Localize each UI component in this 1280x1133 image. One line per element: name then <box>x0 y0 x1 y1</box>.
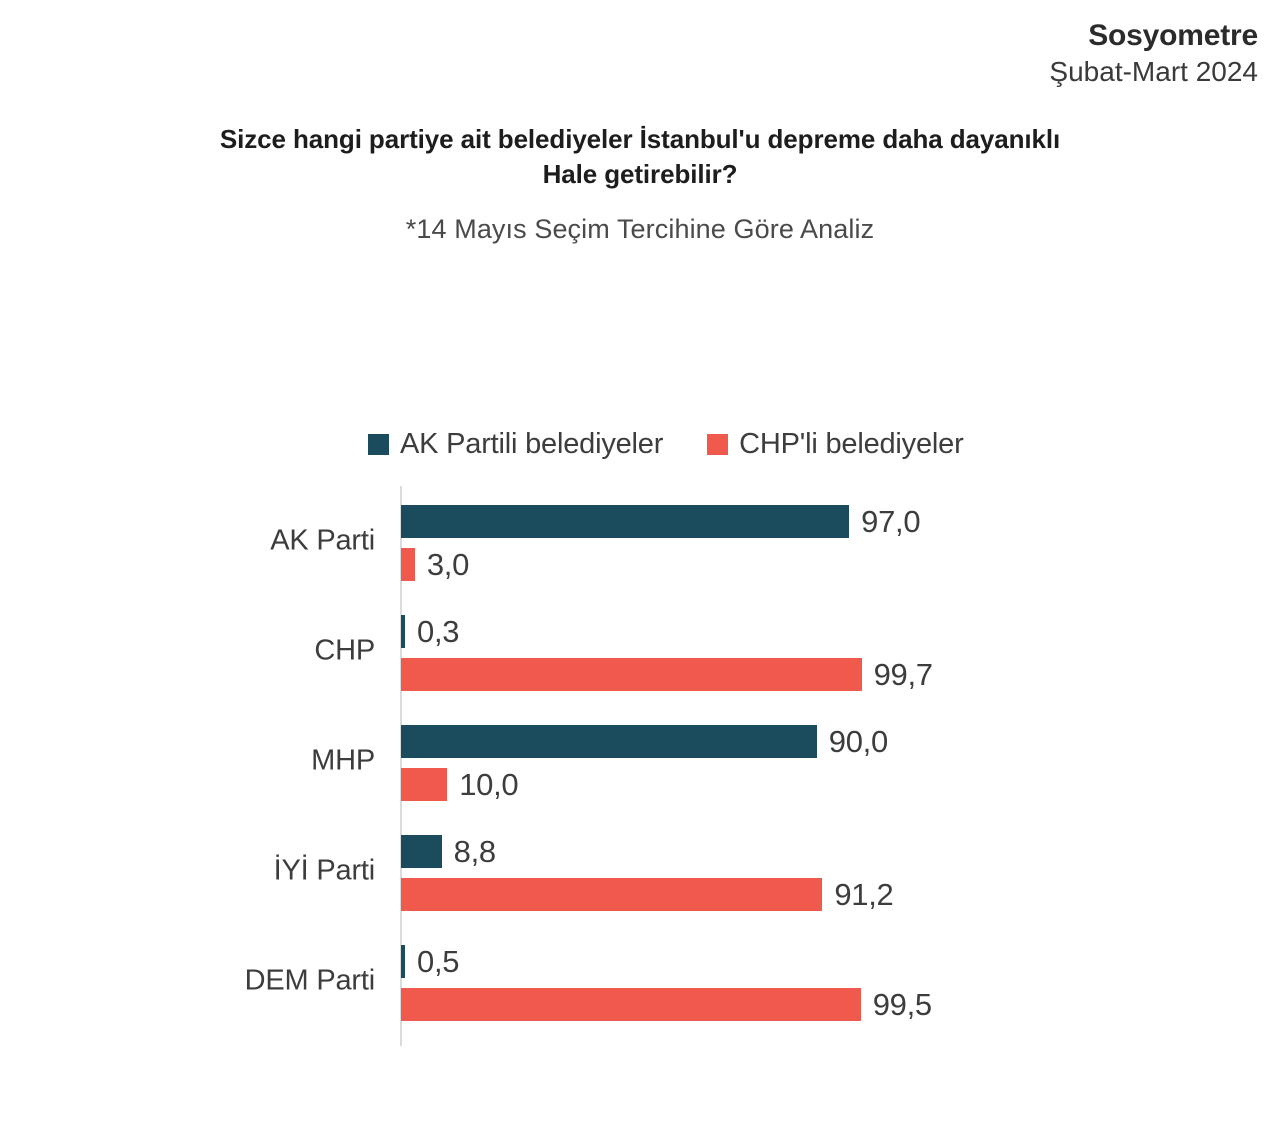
bar-row: 8,8 <box>401 833 497 869</box>
bar-row: 0,3 <box>401 613 460 649</box>
bar-ak[interactable] <box>401 505 850 538</box>
chart-group: AK Parti 97,0 3,0 <box>0 486 1280 596</box>
bar-chp[interactable] <box>401 988 861 1021</box>
legend-swatch-icon-ak <box>368 434 389 455</box>
bar-row: 99,5 <box>401 986 932 1022</box>
page-title: Sizce hangi partiye ait belediyeler İsta… <box>0 122 1280 192</box>
bar-value-label: 0,3 <box>417 613 460 649</box>
bar-value-label: 99,7 <box>873 656 933 692</box>
category-label: CHP <box>314 634 375 667</box>
bar-value-label: 3,0 <box>426 546 470 582</box>
bar-value-label: 97,0 <box>861 503 921 539</box>
chart-axis-line <box>400 486 402 1046</box>
chart-rows: AK Parti 97,0 3,0 CHP 0,3 99,7 MHP 90,0 10,0 İYİ … <box>0 486 1280 1036</box>
chart-group: CHP 0,3 99,7 <box>0 596 1280 706</box>
chart-legend: AK Partili belediyeler CHP'li belediyele… <box>368 428 964 461</box>
category-label: AK Parti <box>270 524 375 557</box>
bar-row: 97,0 <box>401 503 921 539</box>
bar-value-label: 8,8 <box>453 833 497 869</box>
page-subtitle: *14 Mayıs Seçim Tercihine Göre Analiz <box>405 214 875 244</box>
brand-block: Sosyometre Şubat-Mart 2024 <box>1049 18 1258 88</box>
bar-row: 3,0 <box>401 546 470 582</box>
chart-group: İYİ Parti 8,8 91,2 <box>0 816 1280 926</box>
bar-value-label: 0,5 <box>417 943 460 979</box>
bar-row: 99,7 <box>401 656 933 692</box>
bar-ak[interactable] <box>401 835 442 868</box>
bar-row: 91,2 <box>401 876 894 912</box>
legend-item-ak[interactable]: AK Partili belediyeler <box>368 428 663 461</box>
bar-value-label: 90,0 <box>828 723 888 759</box>
bar-chart: AK Parti 97,0 3,0 CHP 0,3 99,7 MHP 90,0 10,0 İYİ … <box>0 486 1280 1046</box>
bar-value-label: 99,5 <box>872 986 932 1022</box>
page-title-line-2: Hale getirebilir? <box>542 158 738 189</box>
legend-label-ak: AK Partili belediyeler <box>400 428 664 460</box>
brand-period: Şubat-Mart 2024 <box>1049 56 1258 88</box>
bar-chp[interactable] <box>401 768 448 801</box>
bar-ak[interactable] <box>401 945 405 978</box>
bar-chp[interactable] <box>401 548 415 581</box>
page-title-line-1: Sizce hangi partiye ait belediyeler İsta… <box>219 124 1061 154</box>
bar-row: 90,0 <box>401 723 888 759</box>
chart-group: DEM Parti 0,5 99,5 <box>0 926 1280 1036</box>
bar-ak[interactable] <box>401 615 405 648</box>
brand-name: Sosyometre <box>1088 19 1258 52</box>
legend-swatch-icon-chp <box>707 434 729 455</box>
chart-group: MHP 90,0 10,0 <box>0 706 1280 816</box>
bar-row: 0,5 <box>401 943 460 979</box>
category-label: DEM Parti <box>244 964 376 997</box>
legend-label-chp: CHP'li belediyeler <box>739 428 964 460</box>
bar-row: 10,0 <box>401 766 519 802</box>
bar-chp[interactable] <box>401 658 862 691</box>
bar-chp[interactable] <box>401 878 823 911</box>
legend-item-chp[interactable]: CHP'li belediyeler <box>707 428 964 461</box>
bar-value-label: 10,0 <box>459 766 519 802</box>
category-label: İYİ Parti <box>273 854 376 887</box>
bar-ak[interactable] <box>401 725 817 758</box>
bar-value-label: 91,2 <box>834 876 894 912</box>
category-label: MHP <box>311 744 375 777</box>
